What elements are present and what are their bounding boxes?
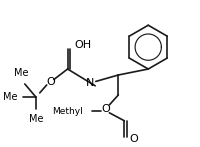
Text: OH: OH xyxy=(75,40,92,50)
Text: O: O xyxy=(129,134,138,144)
Text: O: O xyxy=(46,77,55,87)
Text: Me: Me xyxy=(29,114,43,124)
Text: Methyl: Methyl xyxy=(52,107,83,116)
Text: Me: Me xyxy=(14,68,28,78)
Text: N: N xyxy=(86,78,95,88)
Text: Me: Me xyxy=(3,92,18,102)
Text: O: O xyxy=(101,104,110,114)
